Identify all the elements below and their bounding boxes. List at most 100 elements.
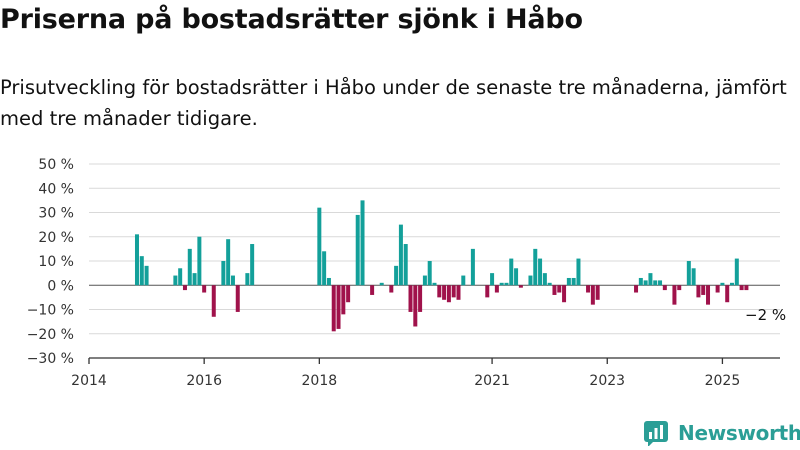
y-axis-ticks: −30 % −20 % −10 % 0 % 10 % 20 % 30 % 40 % 50 % [27, 157, 74, 367]
bar [533, 248, 538, 286]
bar [403, 244, 408, 286]
bar [720, 282, 725, 286]
bar [346, 285, 351, 303]
x-axis: 2014 2016 2018 2021 2023 2025 [71, 357, 780, 389]
bar [250, 244, 255, 286]
bar [696, 285, 701, 298]
bar [542, 273, 547, 286]
bar [662, 285, 667, 291]
bar [192, 273, 197, 286]
bar [562, 285, 567, 303]
bar [451, 285, 456, 298]
y-tick-label: −30 % [27, 351, 74, 367]
bar [571, 277, 576, 286]
bar [490, 273, 495, 286]
bar [470, 248, 475, 286]
bar [590, 285, 595, 305]
y-tick-label: 30 % [38, 206, 74, 222]
x-tick-label: 2014 [71, 373, 107, 389]
bar [528, 275, 533, 286]
bar [485, 285, 490, 298]
bar [370, 285, 375, 295]
bar [317, 207, 322, 286]
bar [341, 285, 346, 315]
bar [398, 224, 403, 286]
x-tick-label: 2021 [474, 373, 510, 389]
bar [701, 285, 706, 295]
bar [389, 285, 394, 293]
bar [211, 285, 216, 317]
bar [418, 285, 423, 312]
bar [552, 285, 557, 295]
bar [499, 282, 504, 286]
x-tick-label: 2023 [589, 373, 625, 389]
y-tick-label: 20 % [38, 230, 74, 246]
bar [202, 285, 207, 293]
bar [547, 282, 552, 286]
chart-subtitle: Prisutveckling för bostadsrätter i Håbo … [0, 76, 787, 130]
chart-title: Priserna på bostadsrätter sjönk i Håbo [0, 4, 583, 35]
grid-lines [89, 163, 780, 335]
bar [187, 248, 192, 286]
bar [739, 285, 744, 291]
y-tick-label: −20 % [27, 327, 74, 343]
y-tick-label: 10 % [38, 254, 74, 270]
bar [336, 285, 341, 329]
bar [442, 285, 447, 300]
bar [134, 234, 139, 286]
bar [514, 268, 519, 286]
bar [331, 285, 336, 332]
bar [706, 285, 711, 305]
bar [691, 268, 696, 286]
bar [245, 273, 250, 286]
bar [566, 277, 571, 286]
latest-value-label: −2 % [745, 306, 786, 324]
bar [734, 258, 739, 286]
bar [730, 282, 735, 286]
bar [643, 280, 648, 286]
y-tick-label: 40 % [38, 181, 74, 197]
bar [518, 285, 523, 288]
bar [144, 265, 149, 286]
bar [394, 265, 399, 286]
brand-name: Newsworthy [678, 421, 800, 445]
bar [230, 275, 235, 286]
bar-series [134, 200, 749, 332]
bar [226, 239, 231, 286]
bar [432, 282, 437, 286]
bar [504, 282, 509, 286]
bar [586, 285, 591, 293]
bar [139, 256, 144, 286]
bar [494, 285, 499, 293]
bar [235, 285, 240, 312]
bar [461, 275, 466, 286]
bar [197, 236, 202, 286]
bar [677, 285, 682, 291]
bar [182, 285, 187, 291]
bar [178, 268, 183, 286]
bar [173, 275, 178, 286]
bar [557, 285, 562, 293]
bar [725, 285, 730, 303]
bar [427, 261, 432, 286]
bar [322, 251, 327, 286]
bar [422, 275, 427, 286]
bar [634, 285, 639, 293]
bar [653, 280, 658, 286]
y-tick-label: 0 % [47, 278, 74, 294]
bar [648, 273, 653, 286]
y-tick-label: −10 % [27, 303, 74, 319]
x-tick-label: 2018 [302, 373, 338, 389]
brand-logo: Newsworthy [644, 420, 800, 446]
bar [576, 258, 581, 286]
bar [355, 214, 360, 286]
x-tick-label: 2016 [186, 373, 222, 389]
bar [538, 258, 543, 286]
bar [360, 200, 365, 286]
bar [595, 285, 600, 300]
bar [744, 285, 749, 291]
x-tick-label: 2025 [705, 373, 741, 389]
bar [413, 285, 418, 327]
bar [658, 280, 663, 286]
